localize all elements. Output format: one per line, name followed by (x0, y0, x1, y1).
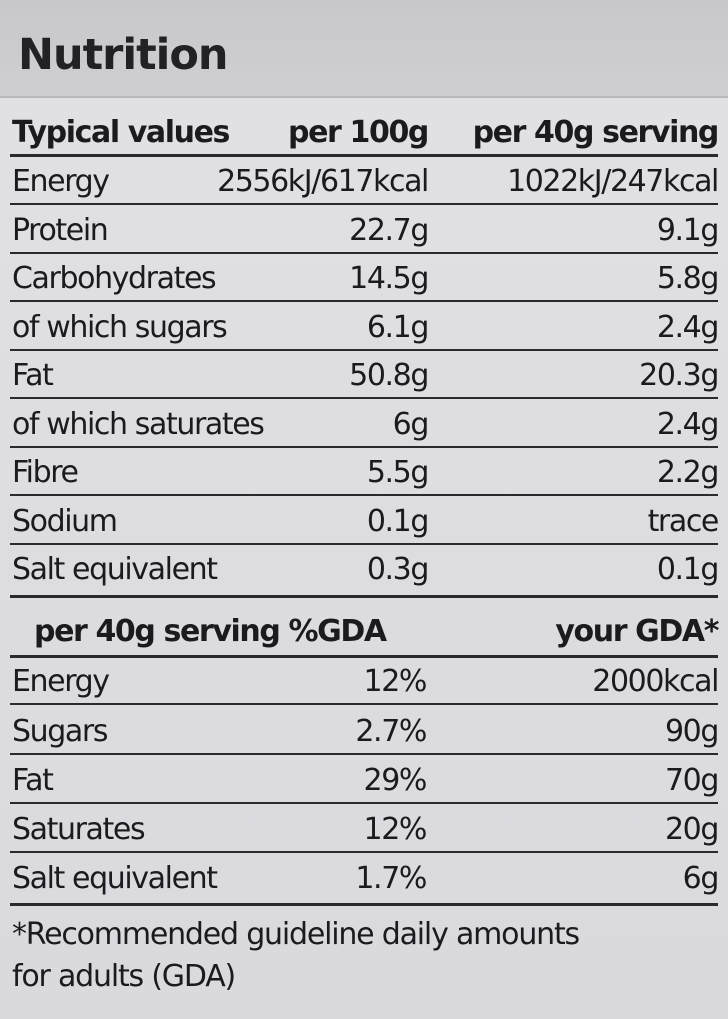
value-per-serving: 1022kJ/247kcal (507, 164, 719, 199)
gda-percent: 12% (363, 812, 428, 847)
gda-nutrient-name: Fat (12, 763, 54, 798)
gda-amount: 6g (682, 861, 720, 896)
value-per-100g: 0.1g (366, 504, 430, 539)
gda-header-serving: per 40g serving %GDA (34, 614, 387, 649)
row-divider (10, 851, 718, 853)
value-per-serving: 0.1g (656, 552, 720, 587)
nutrient-name: Carbohydrates (12, 261, 217, 296)
gda-amount: 20g (664, 812, 719, 847)
nutrient-name: of which saturates (12, 407, 265, 442)
row-divider (10, 300, 718, 302)
footnote-line-1: *Recommended guideline daily amounts (12, 917, 580, 952)
header-typical-values: Typical values (12, 115, 230, 150)
value-per-100g: 2556kJ/617kcal (217, 164, 429, 199)
gda-percent: 2.7% (355, 714, 427, 749)
gda-percent: 29% (363, 763, 428, 798)
row-divider (10, 802, 718, 804)
value-per-serving: 20.3g (639, 358, 719, 393)
value-per-100g: 50.8g (349, 358, 429, 393)
value-per-100g: 22.7g (349, 213, 429, 248)
value-per-100g: 6.1g (366, 310, 430, 345)
gda-nutrient-name: Salt equivalent (12, 861, 218, 896)
value-per-serving: 2.2g (656, 455, 720, 490)
row-divider (10, 543, 718, 545)
value-per-serving: trace (647, 504, 720, 539)
header-per-serving: per 40g serving (472, 115, 720, 150)
gda-header-rule (10, 655, 718, 658)
nutrient-name: Sodium (12, 504, 118, 539)
value-per-100g: 5.5g (366, 455, 430, 490)
gda-footnote: *Recommended guideline daily amounts for… (12, 914, 712, 998)
footnote-line-2: for adults (GDA) (12, 959, 236, 994)
value-per-serving: 2.4g (656, 407, 720, 442)
row-divider (10, 397, 718, 399)
nutrient-name: Fibre (12, 455, 79, 490)
row-divider (10, 703, 718, 705)
value-per-100g: 6g (392, 407, 430, 442)
gda-header-your-gda: your GDA* (555, 614, 719, 649)
gda-amount: 70g (664, 763, 719, 798)
gda-nutrient-name: Energy (12, 664, 110, 699)
gda-amount: 2000kcal (592, 664, 719, 699)
row-divider (10, 203, 718, 205)
nutrient-name: Fat (12, 358, 54, 393)
header-per-100g: per 100g (288, 115, 429, 150)
nutrient-name: Protein (12, 213, 109, 248)
row-divider (10, 349, 718, 351)
value-per-serving: 2.4g (656, 310, 720, 345)
nutrient-name: Salt equivalent (12, 552, 218, 587)
header-rule (10, 154, 718, 157)
row-divider (10, 494, 718, 496)
value-per-100g: 0.3g (366, 552, 430, 587)
nutrition-title: Nutrition (18, 30, 229, 80)
nutrient-name: Energy (12, 164, 110, 199)
gda-nutrient-name: Sugars (12, 714, 108, 749)
gda-percent: 1.7% (355, 861, 427, 896)
title-band (0, 0, 728, 98)
value-per-serving: 5.8g (656, 261, 720, 296)
row-divider (10, 252, 718, 254)
row-divider (10, 753, 718, 755)
gda-bottom-rule (10, 903, 718, 906)
table-bottom-rule (10, 595, 718, 598)
row-divider (10, 446, 718, 448)
gda-percent: 12% (363, 664, 428, 699)
value-per-100g: 14.5g (349, 261, 429, 296)
nutrient-name: of which sugars (12, 310, 228, 345)
value-per-serving: 9.1g (656, 213, 720, 248)
gda-nutrient-name: Saturates (12, 812, 146, 847)
gda-amount: 90g (664, 714, 719, 749)
